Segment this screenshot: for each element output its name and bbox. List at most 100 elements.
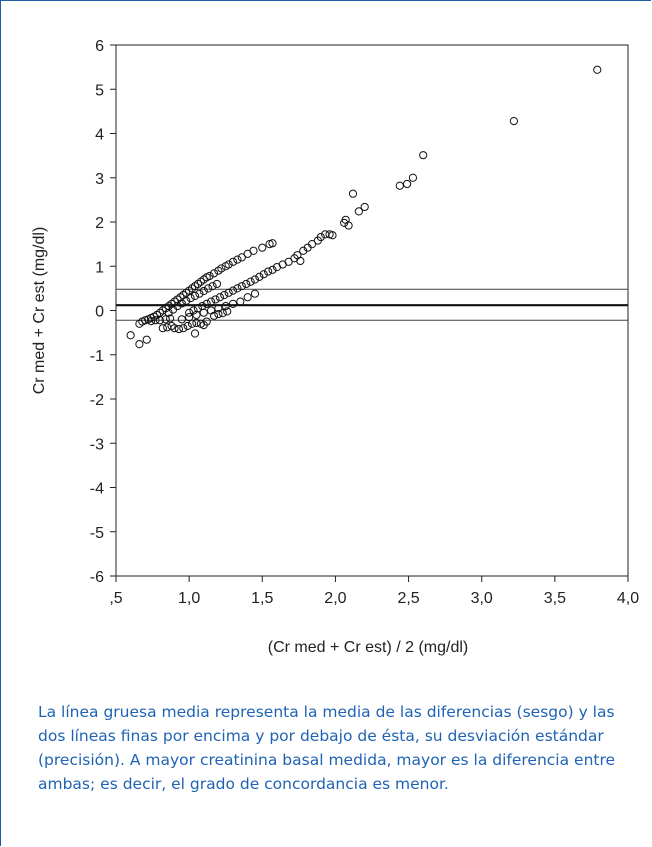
data-point xyxy=(212,279,222,289)
y-tick-label: -1 xyxy=(90,348,104,365)
data-point xyxy=(224,260,233,269)
data-point xyxy=(177,315,186,324)
x-tick-label: 1,0 xyxy=(178,590,200,607)
data-point xyxy=(395,181,404,190)
data-point xyxy=(250,289,260,298)
data-point xyxy=(147,317,156,326)
data-point xyxy=(237,253,246,262)
x-tick-label: 4,0 xyxy=(617,590,639,607)
data-point xyxy=(187,319,197,328)
x-tick-label: 2,5 xyxy=(397,590,419,607)
x-tick-label: 1,5 xyxy=(251,590,273,607)
data-point xyxy=(163,323,172,332)
data-point xyxy=(360,202,369,212)
data-point xyxy=(255,272,264,281)
data-point xyxy=(242,279,251,289)
data-point xyxy=(284,257,293,266)
data-point xyxy=(155,316,164,325)
data-point xyxy=(220,290,229,300)
data-point xyxy=(419,151,428,160)
data-point xyxy=(186,294,195,303)
x-axis-label: (Cr med + Cr est) / 2 (mg/dl) xyxy=(268,639,468,656)
data-point xyxy=(223,307,232,316)
data-point xyxy=(258,243,267,252)
plot-frame xyxy=(115,44,629,577)
data-point xyxy=(185,308,194,317)
data-point xyxy=(328,231,337,240)
figure-caption: La línea gruesa media representa la medi… xyxy=(38,703,616,793)
y-tick-label: 5 xyxy=(95,82,104,99)
data-point xyxy=(170,324,179,333)
data-point xyxy=(190,291,200,300)
data-point xyxy=(341,215,350,224)
data-point xyxy=(233,255,242,264)
data-point xyxy=(233,284,242,293)
data-point xyxy=(209,311,219,320)
data-point xyxy=(185,313,194,322)
data-point xyxy=(228,286,238,295)
data-point xyxy=(166,314,175,323)
plot-area: 6 5 4 3 2 1 0 -1 -2 -3 -4 -5 -6 ,5 1,0 1,5 2,0 2,5 3,0 3,5 4… xyxy=(31,38,639,656)
data-point xyxy=(228,299,238,308)
data-point xyxy=(237,282,246,291)
x-tick-label: 2,0 xyxy=(324,590,346,607)
data-point xyxy=(195,289,204,298)
data-point xyxy=(348,189,358,198)
data-point xyxy=(259,270,268,279)
y-tick-label: -3 xyxy=(90,436,104,453)
data-point xyxy=(205,271,214,281)
data-point xyxy=(403,179,412,189)
data-point xyxy=(183,321,192,331)
data-point xyxy=(161,315,170,324)
y-axis-label: Cr med + Cr est (mg/dl) xyxy=(31,227,48,395)
data-point xyxy=(190,329,200,338)
data-point xyxy=(243,293,252,302)
x-tick-label: 3,0 xyxy=(471,590,493,607)
data-point xyxy=(199,286,208,296)
x-tick-label: 3,5 xyxy=(544,590,566,607)
data-point xyxy=(316,232,325,242)
data-point xyxy=(174,324,184,334)
data-point xyxy=(268,265,277,274)
data-point xyxy=(142,335,151,344)
y-tick-label: -2 xyxy=(90,392,104,409)
data-point xyxy=(158,324,167,333)
y-tick-label: 6 xyxy=(95,38,104,55)
data-point xyxy=(264,267,273,276)
data-point xyxy=(307,240,317,249)
y-tick-label: 1 xyxy=(95,259,104,276)
data-point xyxy=(126,331,135,340)
data-point xyxy=(209,269,219,278)
data-point xyxy=(204,284,213,293)
data-point xyxy=(179,324,188,333)
data-point xyxy=(218,309,227,318)
data-point xyxy=(221,301,230,311)
data-point xyxy=(249,246,258,255)
data-point xyxy=(211,295,220,304)
bland-altman-chart: 6 5 4 3 2 1 0 -1 -2 -3 -4 -5 -6 ,5 1,0 1,5 2,0 2,5 3,0 3,5 4… xyxy=(31,38,639,656)
data-point xyxy=(177,299,186,308)
data-point xyxy=(199,308,208,317)
data-point xyxy=(189,306,198,315)
y-tick-label: -5 xyxy=(90,525,104,542)
y-tick-label: 2 xyxy=(95,215,104,232)
data-point xyxy=(202,317,211,326)
data-point xyxy=(236,297,245,306)
y-tick-label: 3 xyxy=(95,171,104,188)
y-tick-label: -6 xyxy=(90,569,104,586)
data-point xyxy=(135,340,144,349)
data-point xyxy=(182,296,191,305)
data-point xyxy=(268,239,277,248)
data-point xyxy=(202,299,211,308)
data-point xyxy=(593,65,602,74)
data-point xyxy=(228,257,238,266)
data-point xyxy=(215,293,224,302)
data-point xyxy=(208,282,217,291)
data-point xyxy=(206,297,216,306)
data-point xyxy=(214,309,223,319)
x-tick-label: ,5 xyxy=(109,590,122,607)
y-tick-label: 0 xyxy=(95,304,104,321)
data-point xyxy=(509,117,518,126)
data-point xyxy=(173,301,182,311)
